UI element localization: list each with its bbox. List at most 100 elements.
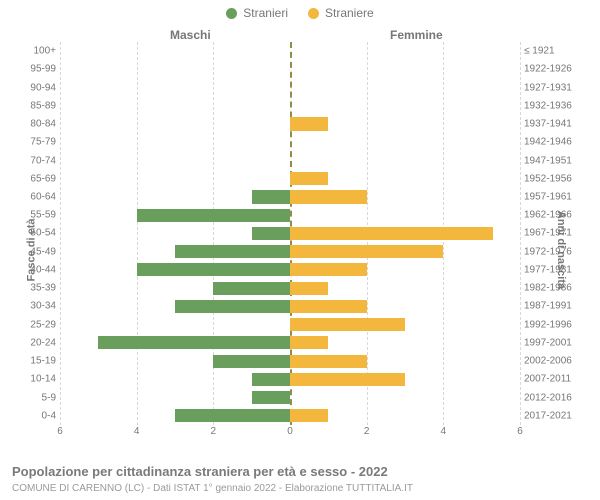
legend-item-female: Straniere xyxy=(308,6,374,20)
x-tick: 0 xyxy=(287,426,293,437)
age-label: 35-39 xyxy=(12,283,56,294)
chart-row: 75-791942-1946 xyxy=(60,133,520,151)
bar-male xyxy=(213,282,290,295)
legend: Stranieri Straniere xyxy=(0,0,600,20)
age-label: 65-69 xyxy=(12,173,56,184)
x-tick: 6 xyxy=(57,426,63,437)
year-label: 1962-1966 xyxy=(524,210,594,221)
bar-male xyxy=(213,355,290,368)
bar-female xyxy=(290,190,367,203)
x-tick: 2 xyxy=(364,426,370,437)
year-label: 1992-1996 xyxy=(524,319,594,330)
chart-row: 50-541967-1971 xyxy=(60,224,520,242)
age-label: 85-89 xyxy=(12,100,56,111)
bar-female xyxy=(290,227,493,240)
year-label: 1927-1931 xyxy=(524,82,594,93)
legend-item-male: Stranieri xyxy=(226,6,288,20)
chart-row: 95-991922-1926 xyxy=(60,60,520,78)
chart-row: 80-841937-1941 xyxy=(60,115,520,133)
age-label: 100+ xyxy=(12,46,56,57)
top-label-male: Maschi xyxy=(170,28,211,42)
bar-male xyxy=(175,300,290,313)
age-label: 60-64 xyxy=(12,191,56,202)
year-label: 1997-2001 xyxy=(524,337,594,348)
chart-row: 100+≤ 1921 xyxy=(60,42,520,60)
age-label: 20-24 xyxy=(12,337,56,348)
age-label: 55-59 xyxy=(12,210,56,221)
year-label: 1967-1971 xyxy=(524,228,594,239)
age-label: 15-19 xyxy=(12,356,56,367)
age-label: 80-84 xyxy=(12,119,56,130)
chart-row: 5-92012-2016 xyxy=(60,388,520,406)
bar-female xyxy=(290,318,405,331)
bar-female xyxy=(290,373,405,386)
year-label: 1987-1991 xyxy=(524,301,594,312)
legend-label-male: Stranieri xyxy=(243,6,288,20)
bar-male xyxy=(252,373,290,386)
bar-male xyxy=(175,409,290,422)
bar-female xyxy=(290,300,367,313)
age-label: 25-29 xyxy=(12,319,56,330)
legend-swatch-male xyxy=(226,8,237,19)
chart-row: 15-192002-2006 xyxy=(60,352,520,370)
chart-rows: 100+≤ 192195-991922-192690-941927-193185… xyxy=(60,42,520,425)
x-axis: 6420246 xyxy=(60,426,520,442)
year-label: ≤ 1921 xyxy=(524,46,594,57)
chart-title: Popolazione per cittadinanza straniera p… xyxy=(12,464,588,479)
year-label: 1932-1936 xyxy=(524,100,594,111)
bar-male xyxy=(252,227,290,240)
year-label: 1942-1946 xyxy=(524,137,594,148)
chart-row: 20-241997-2001 xyxy=(60,334,520,352)
chart-row: 70-741947-1951 xyxy=(60,151,520,169)
year-label: 2017-2021 xyxy=(524,410,594,421)
year-label: 2007-2011 xyxy=(524,374,594,385)
bar-female xyxy=(290,263,367,276)
bar-male xyxy=(252,190,290,203)
chart-row: 0-42017-2021 xyxy=(60,407,520,425)
year-label: 1952-1956 xyxy=(524,173,594,184)
bar-male xyxy=(252,391,290,404)
age-label: 5-9 xyxy=(12,392,56,403)
bar-female xyxy=(290,355,367,368)
bar-female xyxy=(290,282,328,295)
chart-row: 45-491972-1976 xyxy=(60,243,520,261)
age-label: 95-99 xyxy=(12,64,56,75)
x-tick: 2 xyxy=(211,426,217,437)
age-label: 30-34 xyxy=(12,301,56,312)
age-label: 0-4 xyxy=(12,410,56,421)
legend-swatch-female xyxy=(308,8,319,19)
age-label: 70-74 xyxy=(12,155,56,166)
bar-male xyxy=(137,263,290,276)
bar-male xyxy=(175,245,290,258)
x-tick: 6 xyxy=(517,426,523,437)
chart-footer: Popolazione per cittadinanza straniera p… xyxy=(12,464,588,494)
age-label: 50-54 xyxy=(12,228,56,239)
chart-row: 35-391982-1986 xyxy=(60,279,520,297)
bar-male xyxy=(137,209,290,222)
chart-row: 85-891932-1936 xyxy=(60,97,520,115)
grid-line xyxy=(520,42,521,425)
bar-male xyxy=(98,336,290,349)
x-tick: 4 xyxy=(441,426,447,437)
chart-row: 65-691952-1956 xyxy=(60,170,520,188)
age-label: 10-14 xyxy=(12,374,56,385)
bar-female xyxy=(290,336,328,349)
chart-row: 60-641957-1961 xyxy=(60,188,520,206)
year-label: 1972-1976 xyxy=(524,246,594,257)
chart-row: 30-341987-1991 xyxy=(60,297,520,315)
age-label: 40-44 xyxy=(12,264,56,275)
chart-row: 10-142007-2011 xyxy=(60,370,520,388)
chart-row: 90-941927-1931 xyxy=(60,78,520,96)
bar-female xyxy=(290,172,328,185)
bar-female xyxy=(290,117,328,130)
population-pyramid-chart: Stranieri Straniere Maschi Femmine Fasce… xyxy=(0,0,600,500)
chart-row: 55-591962-1966 xyxy=(60,206,520,224)
year-label: 2002-2006 xyxy=(524,356,594,367)
legend-label-female: Straniere xyxy=(325,6,374,20)
year-label: 1947-1951 xyxy=(524,155,594,166)
chart-subtitle: COMUNE DI CARENNO (LC) - Dati ISTAT 1° g… xyxy=(12,483,588,494)
year-label: 1922-1926 xyxy=(524,64,594,75)
year-label: 1982-1986 xyxy=(524,283,594,294)
year-label: 1957-1961 xyxy=(524,191,594,202)
year-label: 1937-1941 xyxy=(524,119,594,130)
